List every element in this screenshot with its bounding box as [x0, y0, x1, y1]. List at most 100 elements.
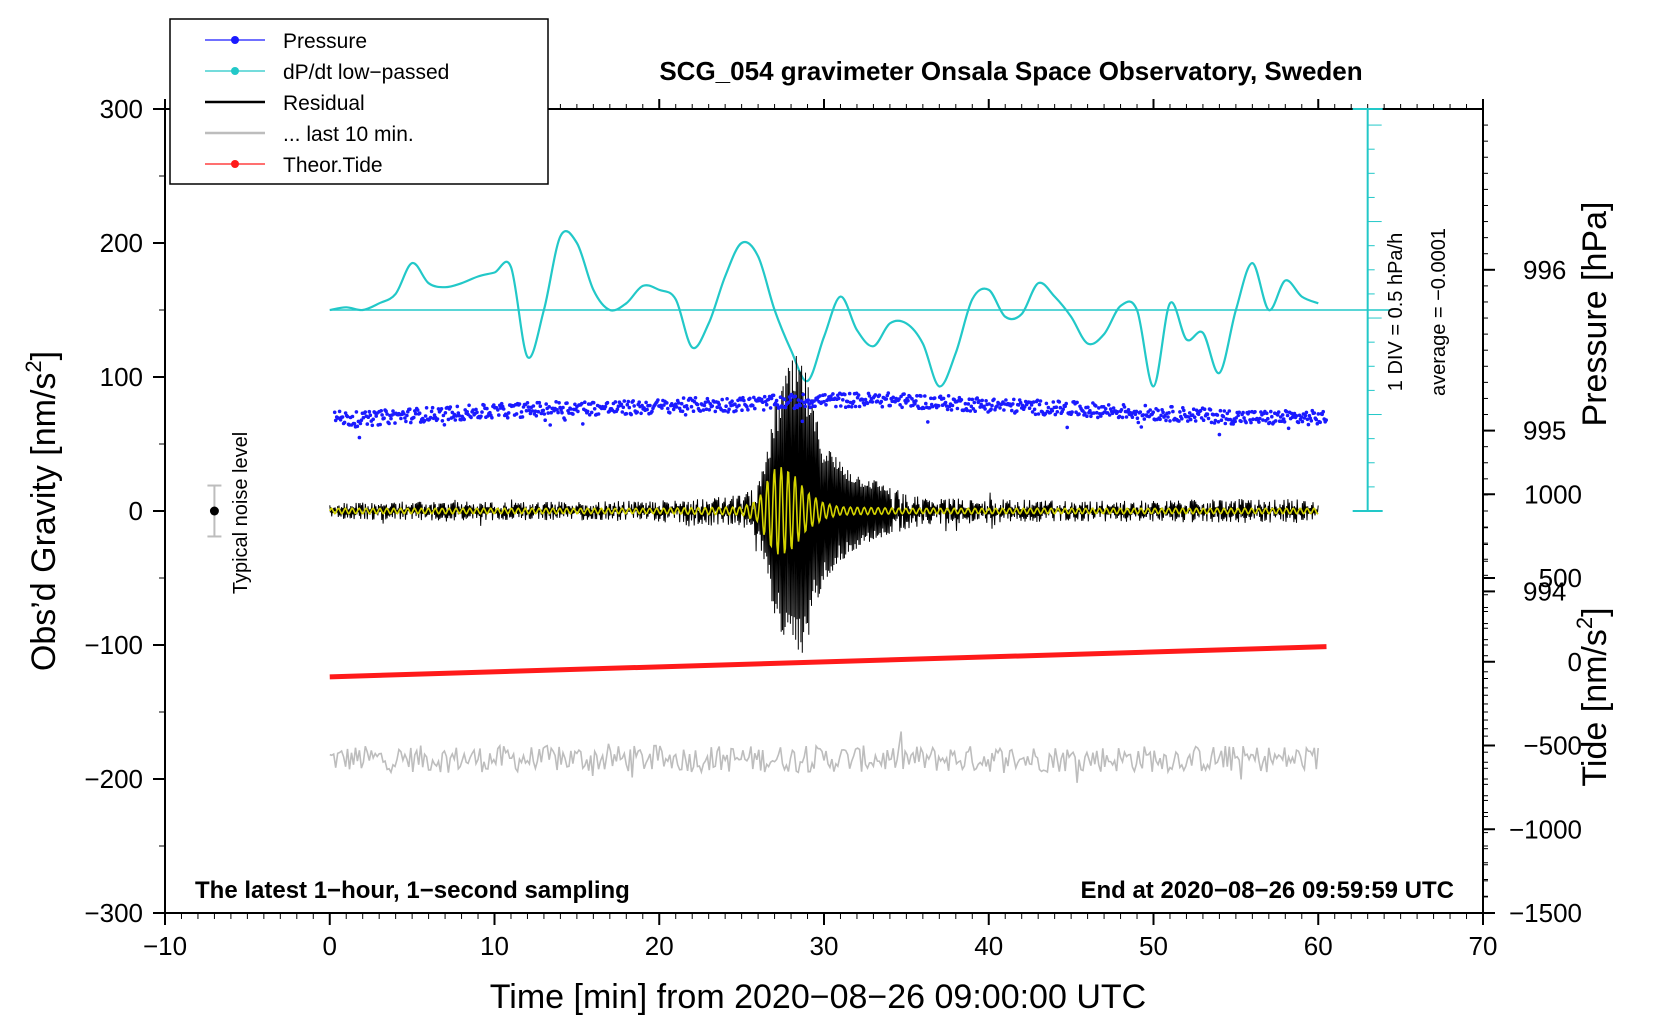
pressure-point: [342, 420, 347, 425]
pressure-point: [1312, 411, 1317, 415]
pressure-point: [787, 395, 792, 399]
legend-label: Residual: [283, 92, 365, 115]
pressure-point: [774, 398, 779, 403]
pressure-point: [1266, 416, 1270, 421]
pressure-point: [387, 421, 391, 426]
pressure-point: [759, 397, 764, 402]
pressure-point: [592, 407, 597, 411]
pressure-point: [778, 395, 783, 400]
pressure-point: [799, 399, 804, 403]
y-left-label-sup: 2: [21, 360, 46, 372]
pressure-point: [648, 403, 652, 408]
pressure-point: [1018, 400, 1023, 405]
pressure-point: [368, 413, 373, 418]
pressure-point: [1106, 403, 1111, 407]
pressure-point: [650, 409, 654, 414]
pressure-point: [454, 414, 459, 418]
pressure-point: [970, 397, 975, 402]
pressure-point: [1004, 398, 1008, 402]
pressure-point: [371, 417, 376, 422]
pressure-point: [448, 405, 453, 409]
pressure-point: [910, 397, 914, 401]
pressure-point: [1158, 417, 1162, 422]
pressure-point: [1138, 410, 1143, 414]
pressure-point: [479, 414, 483, 419]
pressure-point: [380, 413, 384, 417]
pressure-point: [1284, 409, 1289, 414]
pressure-point: [983, 407, 987, 411]
pressure-point: [1012, 397, 1016, 402]
legend-label: Theor.Tide: [283, 154, 383, 177]
pressure-point: [1217, 432, 1222, 437]
pressure-point: [1022, 405, 1027, 409]
pressure-point: [723, 409, 727, 413]
pressure-point: [1027, 406, 1032, 411]
pressure-point: [462, 417, 467, 422]
footer-left: The latest 1−hour, 1−second sampling: [195, 877, 630, 904]
pressure-point: [843, 405, 848, 410]
pressure-point: [725, 397, 729, 401]
pressure-point: [1194, 408, 1199, 413]
pressure-point: [1124, 415, 1129, 419]
x-tick-label: 70: [1469, 931, 1498, 961]
pressure-point: [803, 404, 807, 409]
pressure-point: [679, 401, 684, 406]
pressure-point: [807, 402, 811, 406]
pressure-point: [884, 397, 889, 401]
pressure-point: [1187, 415, 1191, 419]
pressure-point: [567, 411, 571, 415]
pressure-point: [626, 399, 631, 404]
pressure-tick-label: 996: [1523, 255, 1566, 285]
pressure-point: [1280, 413, 1285, 417]
pressure-point: [768, 406, 773, 410]
pressure-point: [1141, 413, 1146, 417]
pressure-point: [965, 408, 970, 413]
pressure-point: [823, 393, 827, 397]
pressure-point: [913, 402, 917, 406]
pressure-point: [1215, 413, 1220, 417]
pressure-point: [1191, 407, 1196, 412]
pressure-point: [683, 413, 688, 417]
pressure-point: [1119, 408, 1124, 412]
pressure-point: [1211, 412, 1216, 417]
pressure-point: [674, 405, 679, 409]
pressure-point: [1318, 420, 1322, 425]
pressure-point: [813, 404, 817, 409]
pressure-point: [645, 407, 649, 412]
pressure-point: [762, 394, 767, 399]
pressure-point: [963, 401, 968, 406]
pressure-point: [485, 406, 489, 411]
pressure-point: [1075, 400, 1079, 405]
pressure-point: [834, 404, 838, 409]
pressure-point: [893, 400, 897, 404]
pressure-point: [469, 415, 473, 420]
pressure-point: [1227, 409, 1232, 413]
pressure-point: [1135, 416, 1140, 421]
pressure-point: [1167, 411, 1171, 415]
pressure-point: [391, 409, 395, 413]
pressure-point: [659, 403, 663, 408]
pressure-point: [1031, 400, 1036, 404]
pressure-point: [987, 402, 991, 406]
pressure-point: [680, 409, 685, 414]
pressure-point: [875, 399, 880, 404]
pressure-point: [1244, 420, 1248, 425]
pressure-point: [1198, 408, 1203, 413]
pressure-point: [936, 404, 941, 408]
pressure-point: [967, 397, 972, 402]
dpdt-average-label: average = −0.0001: [1428, 228, 1450, 396]
pressure-point: [474, 407, 478, 412]
pressure-point: [1294, 414, 1299, 418]
pressure-point: [841, 398, 845, 402]
pressure-point: [350, 414, 355, 419]
pressure-point: [621, 405, 626, 410]
pressure-point: [924, 401, 928, 406]
pressure-point: [1202, 407, 1207, 412]
pressure-point: [891, 395, 895, 400]
pressure-point: [1077, 412, 1081, 416]
pressure-point: [1223, 421, 1228, 426]
pressure-point: [443, 411, 448, 415]
pressure-point: [1218, 408, 1223, 413]
pressure-point: [1196, 412, 1201, 417]
pressure-point: [966, 402, 971, 406]
